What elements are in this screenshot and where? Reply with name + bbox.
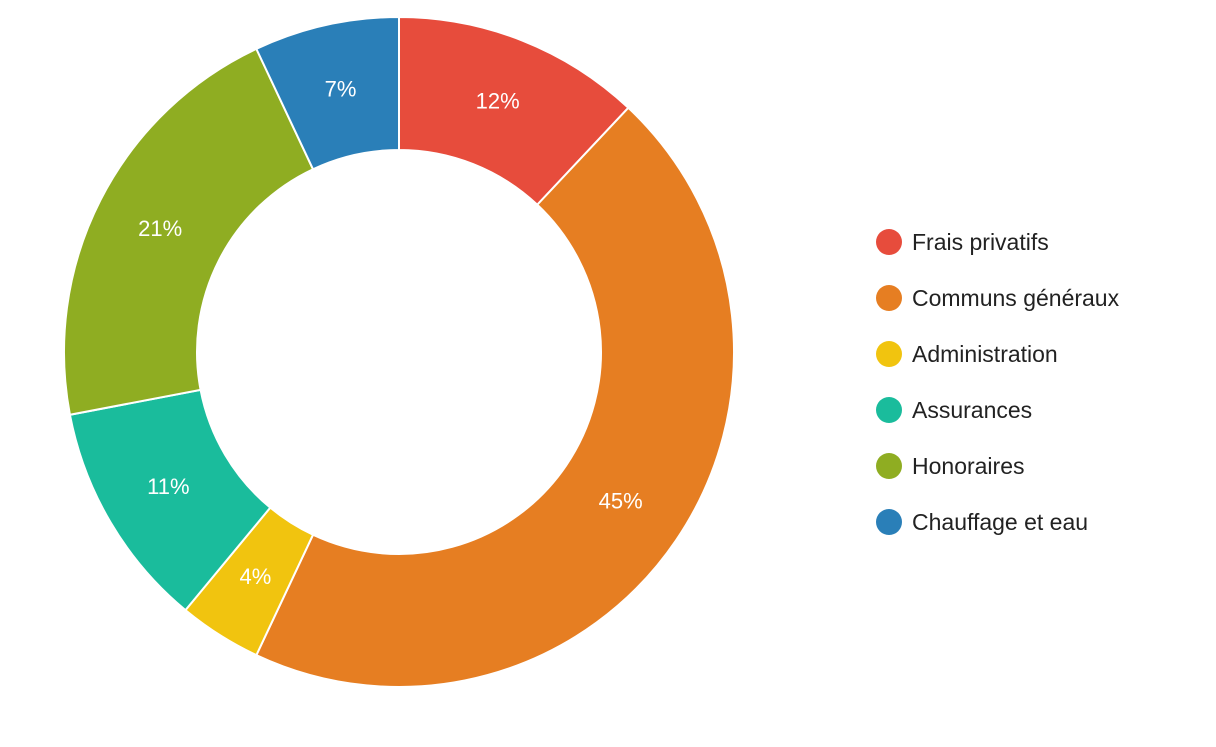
legend-label: Honoraires [912,452,1025,479]
legend-swatch [876,453,902,479]
chart-legend: Frais privatifs Communs généraux Adminis… [876,214,1119,550]
slice-percent-label: 7% [325,76,357,101]
legend-label: Communs généraux [912,284,1120,311]
legend-swatch [876,341,902,367]
legend-item-assurances[interactable]: Assurances [876,382,1119,438]
slice-percent-label: 45% [599,488,643,513]
legend-label: Administration [912,340,1058,367]
donut-slice-communs-g-n-raux[interactable] [255,106,735,688]
legend-swatch [876,397,902,423]
slice-percent-label: 12% [476,89,520,114]
legend-item-administration[interactable]: Administration [876,326,1119,382]
legend-swatch [876,285,902,311]
donut-slice-honoraires[interactable] [63,47,315,416]
legend-label: Frais privatifs [912,228,1049,255]
legend-item-communs-generaux[interactable]: Communs généraux [876,270,1119,326]
slice-percent-label: 21% [138,216,182,241]
slice-percent-label: 4% [239,564,271,589]
donut-slice-chauffage-et-eau[interactable] [255,15,400,171]
legend-swatch [876,509,902,535]
legend-label: Chauffage et eau [912,508,1089,535]
legend-item-frais-privatifs[interactable]: Frais privatifs [876,214,1119,270]
legend-item-chauffage-et-eau[interactable]: Chauffage et eau [876,494,1119,550]
legend-swatch [876,229,902,255]
legend-item-honoraires[interactable]: Honoraires [876,438,1119,494]
slice-percent-label: 11% [147,474,189,499]
legend-label: Assurances [912,396,1033,423]
